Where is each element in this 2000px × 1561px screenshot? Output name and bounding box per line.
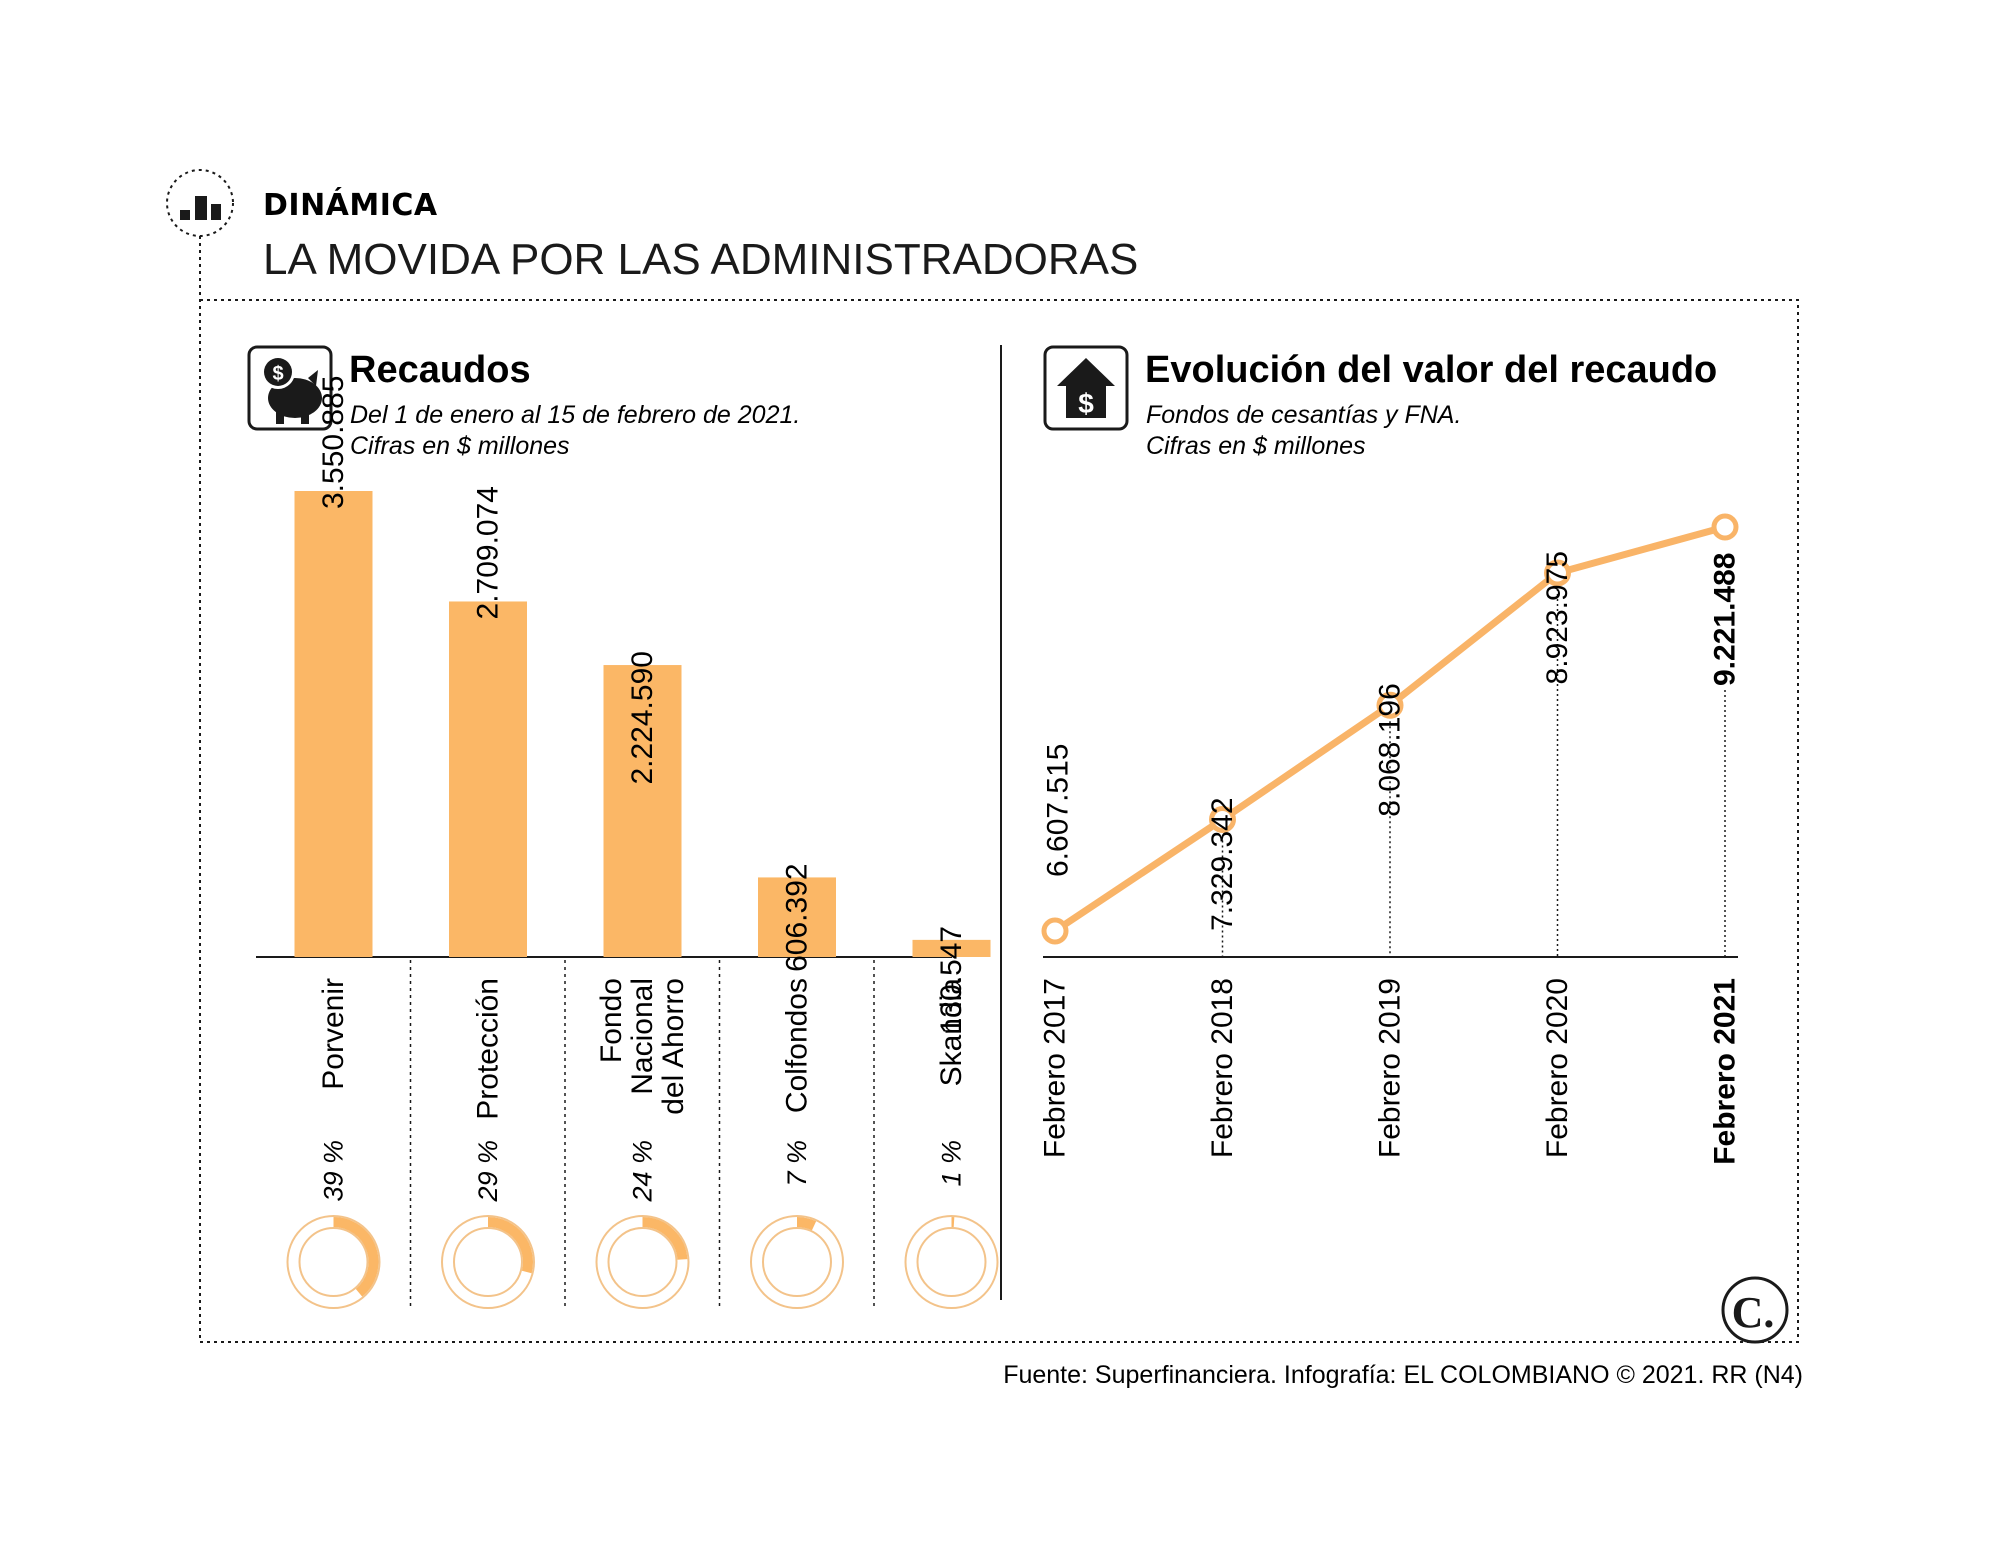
- x-tick-label: Febrero 2021: [1709, 978, 1742, 1165]
- share-ring-inner: [762, 1227, 832, 1297]
- x-tick-label: Febrero 2020: [1541, 978, 1574, 1158]
- svg-text:$: $: [272, 363, 283, 385]
- content-frame: [199, 299, 1799, 1343]
- bar-value-label: 606.392: [781, 863, 814, 971]
- share-label: 39 %: [319, 1140, 349, 1202]
- category-label: del Ahorro: [657, 978, 690, 1115]
- right-panel-subtitle-1: Fondos de cesantías y FNA.: [1146, 401, 1461, 429]
- bar: [294, 491, 373, 957]
- share-ring-outer: [441, 1215, 535, 1309]
- share-ring-arc: [333, 1217, 379, 1297]
- point-value-label: 9.221.488: [1709, 553, 1742, 686]
- share-ring-outer: [286, 1215, 381, 1309]
- point-value-label: 8.068.196: [1374, 683, 1407, 816]
- right-panel-title: Evolución del valor del recaudo: [1145, 349, 1717, 391]
- piggy-bank-dollar-icon: $: [247, 345, 333, 431]
- category-label: Fondo: [595, 978, 628, 1063]
- data-point: [1376, 691, 1404, 719]
- data-point: [1209, 805, 1236, 833]
- bar-value-label: 2.224.590: [626, 651, 659, 784]
- category-label: Skandia: [935, 978, 968, 1087]
- share-ring-arc: [796, 1217, 817, 1231]
- share-label: 24 %: [628, 1140, 658, 1203]
- bar-value-label: 2.709.074: [472, 486, 505, 619]
- data-point: [1711, 513, 1739, 541]
- share-ring-outer: [595, 1215, 690, 1309]
- share-ring-arc: [642, 1217, 688, 1261]
- share-label: 29 %: [473, 1140, 503, 1203]
- category-label: Porvenir: [317, 978, 350, 1090]
- bar: [449, 601, 527, 957]
- share-ring-inner: [607, 1227, 678, 1297]
- x-tick-label: Febrero 2019: [1374, 978, 1407, 1158]
- x-tick-label: Febrero 2017: [1039, 978, 1072, 1158]
- share-ring-outer: [904, 1215, 999, 1309]
- right-panel-subtitle-2: Cifras en $ millones: [1146, 432, 1366, 460]
- line-chart: 6.607.515 Febrero 2017 7.329.342 Febrero 20…: [1039, 513, 1742, 1165]
- data-point: [1041, 917, 1069, 945]
- share-ring-outer: [750, 1215, 844, 1309]
- category-label: Protección: [472, 978, 505, 1120]
- category-label: Colfondos: [781, 978, 814, 1113]
- bar-value-label: 3.550.885: [317, 376, 350, 509]
- source-credit: Fuente: Superfinanciera. Infografía: EL …: [1003, 1361, 1803, 1389]
- share-ring-inner: [453, 1227, 523, 1297]
- house-dollar-icon: $: [1043, 345, 1129, 431]
- kicker: DINÁMICA: [263, 187, 438, 223]
- x-tick-label: Febrero 2018: [1206, 978, 1239, 1158]
- bar-chart-icon: [180, 196, 221, 220]
- share-ring-inner: [298, 1227, 369, 1297]
- bar: [603, 665, 682, 957]
- headline: LA MOVIDA POR LAS ADMINISTRADORAS: [263, 235, 1138, 284]
- bar: [758, 877, 836, 957]
- el-colombiano-logo: C.: [1721, 1276, 1789, 1344]
- bar-value-label: 130.547: [935, 926, 968, 1034]
- svg-text:$: $: [1078, 388, 1094, 419]
- bar: [912, 939, 991, 957]
- left-panel-subtitle-1: Del 1 de enero al 15 de febrero de 2021.: [350, 401, 800, 429]
- left-panel-subtitle-2: Cifras en $ millones: [350, 432, 570, 460]
- share-ring-inner: [916, 1227, 987, 1297]
- point-value-label: 7.329.342: [1206, 797, 1239, 930]
- share-label: 7 %: [782, 1140, 812, 1187]
- svg-text:C.: C.: [1732, 1288, 1775, 1337]
- share-ring-arc: [487, 1217, 533, 1274]
- left-panel-title: Recaudos: [349, 349, 531, 391]
- point-value-label: 8.923.975: [1541, 551, 1574, 684]
- frame: [166, 169, 1799, 1343]
- point-value-label: 6.607.515: [1042, 744, 1075, 877]
- share-label: 1 %: [937, 1140, 967, 1187]
- data-point: [1544, 559, 1571, 587]
- category-label: Nacional: [626, 978, 659, 1095]
- bar-chart: 3.550.885 Porvenir 39 % 2.709.074 Protección…: [286, 376, 999, 1310]
